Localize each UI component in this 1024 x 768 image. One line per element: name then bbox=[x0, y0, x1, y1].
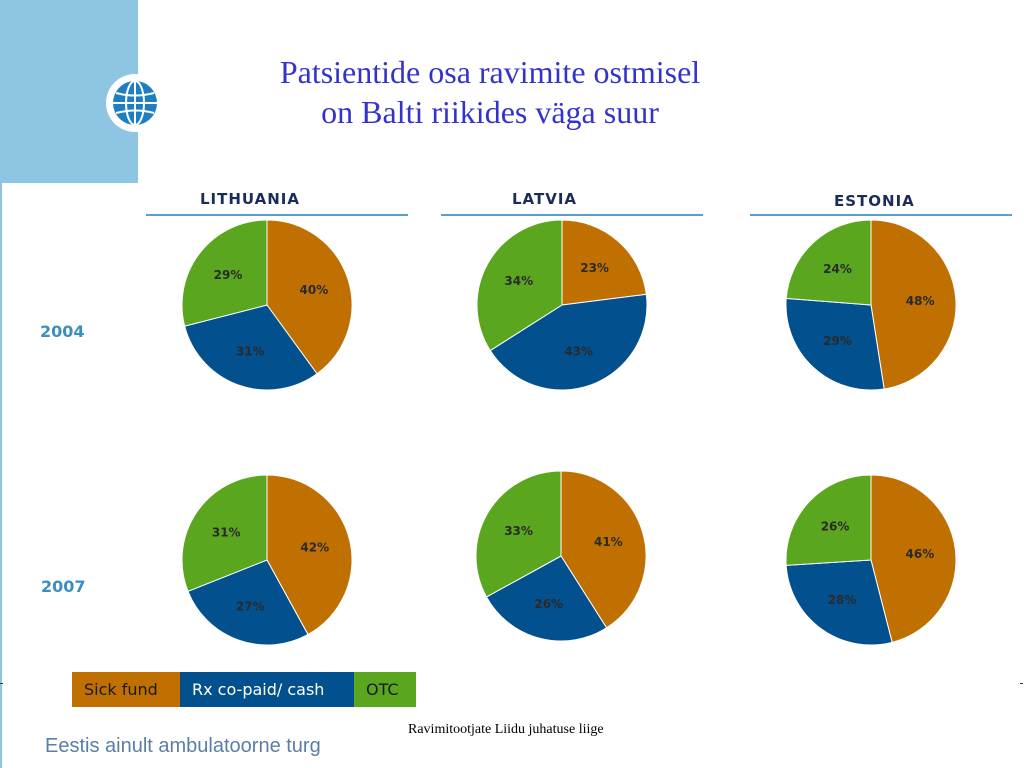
pie-label-latvia-2007-sick-fund: 41% bbox=[594, 535, 623, 549]
pie-slice-latvia-2004-sick-fund bbox=[561, 219, 647, 306]
pie-slice-estonia-2004-otc bbox=[785, 219, 872, 306]
pie-label-estonia-2004-sick-fund: 48% bbox=[906, 294, 935, 308]
pie-estonia-2007: 46% 28% 26% bbox=[785, 474, 957, 646]
legend-item-rx-copaid: Rx co-paid/ cash bbox=[180, 672, 354, 707]
pie-slice-latvia-2007-otc bbox=[475, 470, 562, 598]
pie-slice-lithuania-2007-sick-fund bbox=[266, 474, 353, 636]
pie-slice-estonia-2007-otc bbox=[785, 474, 872, 566]
chart-legend: Sick fund Rx co-paid/ cash OTC bbox=[72, 672, 416, 707]
pie-label-lithuania-2004-rx-copaid: 31% bbox=[236, 344, 265, 358]
pie-slice-lithuania-2007-otc bbox=[181, 474, 268, 592]
pie-label-lithuania-2007-otc: 31% bbox=[212, 525, 241, 539]
pie-label-lithuania-2007-sick-fund: 42% bbox=[300, 541, 329, 555]
edge-tick-left bbox=[0, 683, 3, 684]
country-rule-latvia bbox=[441, 214, 703, 216]
pie-lithuania-2004: 40% 31% 29% bbox=[181, 219, 353, 391]
pie-label-estonia-2007-rx-copaid: 28% bbox=[828, 593, 857, 607]
pie-estonia-2004: 48% 29% 24% bbox=[785, 219, 957, 391]
title-line-1: Patsientide osa ravimite ostmisel bbox=[279, 54, 701, 90]
pie-slice-lithuania-2004-rx-copaid bbox=[184, 304, 318, 391]
pie-slice-lithuania-2004-sick-fund bbox=[266, 219, 353, 375]
pie-label-estonia-2004-rx-copaid: 29% bbox=[823, 334, 852, 348]
pie-slice-latvia-2007-rx-copaid bbox=[485, 555, 608, 642]
pie-label-latvia-2004-sick-fund: 23% bbox=[580, 261, 609, 275]
pie-slice-estonia-2004-rx-copaid bbox=[785, 297, 885, 391]
pie-label-latvia-2007-otc: 33% bbox=[504, 524, 533, 538]
globe-icon bbox=[106, 74, 164, 132]
country-rule-estonia bbox=[750, 214, 1012, 216]
pie-label-latvia-2007-rx-copaid: 26% bbox=[534, 597, 563, 611]
country-label-estonia: ESTONIA bbox=[834, 192, 915, 210]
pie-slice-latvia-2004-otc bbox=[476, 219, 563, 352]
pie-slice-estonia-2007-rx-copaid bbox=[785, 559, 893, 646]
edge-tick-right bbox=[1020, 683, 1023, 684]
slide-title: Patsientide osa ravimite ostmisel on Bal… bbox=[170, 52, 810, 132]
pie-slice-estonia-2004-sick-fund bbox=[870, 219, 957, 390]
title-line-2: on Balti riikides väga suur bbox=[321, 94, 659, 130]
pie-lithuania-2007: 42% 27% 31% bbox=[181, 474, 353, 646]
pie-slice-estonia-2007-sick-fund bbox=[870, 474, 957, 643]
pie-slice-lithuania-2004-otc bbox=[181, 219, 268, 327]
pie-label-lithuania-2007-rx-copaid: 27% bbox=[236, 599, 265, 613]
pie-latvia-2007: 41% 26% 33% bbox=[475, 470, 647, 642]
pie-label-estonia-2007-sick-fund: 46% bbox=[906, 547, 935, 561]
pie-label-estonia-2004-otc: 24% bbox=[823, 262, 852, 276]
pie-slice-lithuania-2007-rx-copaid bbox=[187, 559, 309, 646]
pie-label-lithuania-2004-sick-fund: 40% bbox=[300, 283, 329, 297]
country-label-lithuania: LITHUANIA bbox=[200, 190, 300, 208]
pie-label-latvia-2004-otc: 34% bbox=[504, 274, 533, 288]
pie-latvia-2004: 23% 43% 34% bbox=[476, 219, 648, 391]
footer-author: Ravimitootjate Liidu juhatuse liige bbox=[408, 722, 604, 737]
year-label-2004: 2004 bbox=[40, 322, 85, 341]
pie-label-latvia-2004-rx-copaid: 43% bbox=[564, 344, 593, 358]
country-rule-lithuania bbox=[146, 214, 408, 216]
pie-label-estonia-2007-otc: 26% bbox=[821, 519, 850, 533]
pie-slice-latvia-2004-rx-copaid bbox=[489, 293, 648, 391]
country-label-latvia: LATVIA bbox=[512, 190, 578, 208]
pie-label-lithuania-2004-otc: 29% bbox=[214, 268, 243, 282]
legend-item-otc: OTC bbox=[354, 672, 416, 707]
legend-item-sick-fund: Sick fund bbox=[72, 672, 180, 707]
year-label-2007: 2007 bbox=[41, 577, 86, 596]
sidebar-edge bbox=[0, 183, 2, 768]
footer-note: Eestis ainult ambulatoorne turg bbox=[45, 735, 321, 757]
